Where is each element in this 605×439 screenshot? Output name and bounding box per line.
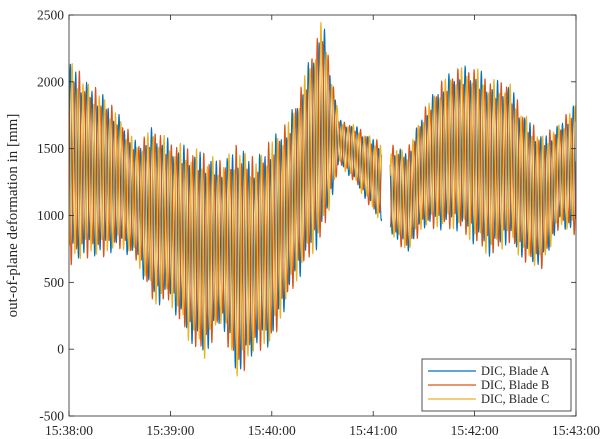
series-line-blade-b xyxy=(69,37,576,372)
x-tick-label: 15:41:00 xyxy=(349,423,397,438)
y-tick-label: 1000 xyxy=(37,208,64,223)
x-tick-label: 15:40:00 xyxy=(248,423,296,438)
y-tick-label: -500 xyxy=(39,409,64,424)
y-tick-label: 0 xyxy=(57,342,64,357)
x-tick-label: 15:42:00 xyxy=(451,423,499,438)
series-layer xyxy=(69,21,576,377)
y-tick-label: 2500 xyxy=(37,8,64,23)
x-tick-label: 15:43:00 xyxy=(552,423,600,438)
legend-label-blade-a: DIC, Blade A xyxy=(481,364,549,378)
x-tick-label: 15:38:00 xyxy=(45,423,93,438)
legend-label-blade-c: DIC, Blade C xyxy=(481,392,549,406)
axes-layer: -500 0 500 1000 1500 2000 2500 15:38:00 15:39:00… xyxy=(37,8,600,439)
y-tick-label: 500 xyxy=(44,275,65,290)
y-tick-label: 1500 xyxy=(37,141,64,156)
y-tick-label: 2000 xyxy=(37,74,64,89)
series-line-blade-c xyxy=(69,21,576,377)
y-axis-title: out-of-plane deformation in [mm] xyxy=(5,114,21,318)
legend-label-blade-b: DIC, Blade B xyxy=(481,378,549,392)
legend: DIC, Blade A DIC, Blade B DIC, Blade C xyxy=(421,358,572,412)
x-tick-label: 15:39:00 xyxy=(146,423,194,438)
